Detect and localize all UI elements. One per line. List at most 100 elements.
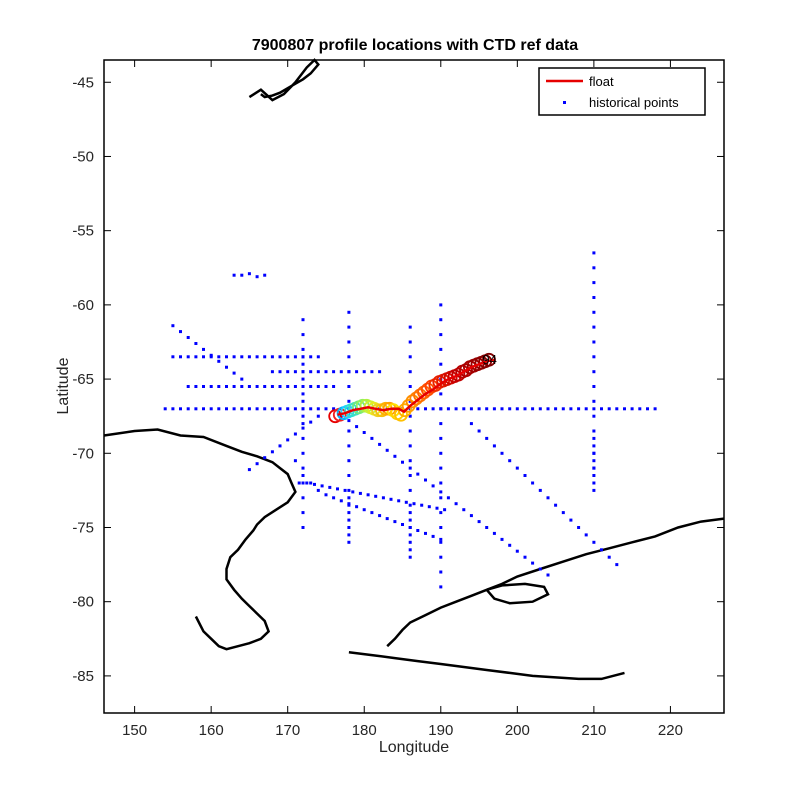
historical-point <box>646 407 649 411</box>
historical-point <box>370 511 374 515</box>
historical-point <box>408 370 412 374</box>
historical-point <box>347 385 351 388</box>
historical-point <box>439 585 443 589</box>
historical-point <box>615 563 619 567</box>
historical-point <box>278 370 282 374</box>
axes-frame <box>103 59 725 714</box>
historical-point <box>485 407 489 411</box>
historical-point <box>366 493 370 497</box>
historical-point <box>454 407 458 411</box>
y-tick-label: -50 <box>72 148 94 165</box>
historical-point <box>408 526 412 529</box>
historical-point <box>278 385 282 388</box>
historical-point <box>316 407 320 411</box>
historical-point <box>347 474 351 477</box>
historical-point <box>202 407 205 411</box>
historical-point <box>416 529 420 532</box>
historical-point <box>362 431 366 434</box>
historical-point <box>202 385 205 388</box>
historical-point <box>408 355 412 359</box>
historical-point <box>232 407 236 411</box>
historical-point <box>316 355 320 359</box>
historical-point <box>653 407 657 411</box>
historical-point <box>286 355 290 359</box>
historical-point <box>313 482 316 486</box>
historical-point <box>209 407 213 411</box>
historical-point <box>232 371 236 375</box>
historical-point <box>286 370 290 374</box>
historical-point <box>324 493 328 497</box>
historical-point <box>439 555 443 559</box>
historical-point <box>427 505 431 509</box>
historical-point <box>324 385 328 388</box>
y-axis-ticks: -45 -50 -55 -60 -65 -70 -75 -80 -85 <box>72 74 724 685</box>
historical-point <box>263 456 267 460</box>
historical-point <box>347 511 351 515</box>
historical-point <box>202 355 205 359</box>
historical-point <box>309 355 313 359</box>
historical-point <box>301 422 305 426</box>
historical-point <box>179 355 182 359</box>
historical-point <box>232 273 236 277</box>
coastline-new-zealand <box>248 58 320 102</box>
historical-point <box>301 377 305 381</box>
historical-point <box>515 549 519 553</box>
historical-point <box>408 340 412 344</box>
historical-point <box>538 407 542 411</box>
historical-point <box>301 511 305 515</box>
historical-point <box>186 355 190 359</box>
historical-point <box>301 414 305 418</box>
historical-point <box>431 534 435 538</box>
historical-point <box>293 459 297 463</box>
historical-point <box>293 355 297 359</box>
historical-point <box>538 488 542 492</box>
x-tick-label: 150 <box>122 722 147 739</box>
historical-point <box>270 450 274 454</box>
historical-point <box>416 407 420 411</box>
historical-point <box>347 540 351 544</box>
historical-point <box>209 385 213 388</box>
historical-point <box>255 355 259 359</box>
historical-point <box>389 497 393 501</box>
historical-point <box>240 355 244 359</box>
historical-point <box>194 355 198 359</box>
historical-point <box>247 468 251 472</box>
historical-point <box>424 531 427 535</box>
historical-point <box>408 444 412 448</box>
historical-point <box>500 451 504 455</box>
float-profile-marker <box>459 363 473 378</box>
historical-point <box>401 523 404 526</box>
historical-point <box>592 414 596 418</box>
historical-point <box>347 496 351 500</box>
historical-point <box>301 370 305 374</box>
historical-point <box>332 385 336 388</box>
historical-point <box>446 496 450 500</box>
historical-point <box>370 370 374 374</box>
historical-point <box>546 496 550 500</box>
historical-point <box>336 487 339 491</box>
historical-point <box>546 573 550 577</box>
historical-point <box>270 355 274 359</box>
historical-point <box>355 505 359 509</box>
historical-point <box>309 481 313 485</box>
historical-point <box>263 407 267 411</box>
historical-point <box>454 502 458 506</box>
historical-point <box>225 407 228 411</box>
historical-point <box>508 459 512 463</box>
historical-point <box>439 422 443 426</box>
coastline-antarctica-east <box>386 517 725 648</box>
historical-point <box>374 494 378 498</box>
historical-point <box>439 490 443 494</box>
y-tick-label: -75 <box>72 519 94 536</box>
historical-point <box>362 508 366 512</box>
historical-point <box>247 407 251 411</box>
historical-point <box>592 540 596 544</box>
historical-point <box>592 429 596 433</box>
historical-point <box>351 490 355 494</box>
historical-point <box>378 442 382 446</box>
historical-point <box>278 407 282 411</box>
float-profile-marker <box>428 378 443 392</box>
coastline-ross-ice-front <box>348 650 625 681</box>
historical-point <box>347 488 351 492</box>
historical-point <box>293 432 297 436</box>
